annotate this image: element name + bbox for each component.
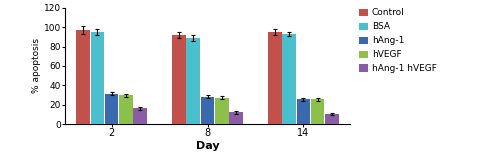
Bar (325, 114, 338, 124)
Y-axis label: % apoptosis: % apoptosis (32, 38, 41, 93)
Bar (200, 97, 214, 124)
Bar (134, 108, 147, 124)
Bar (296, 99, 310, 124)
Bar (311, 99, 324, 124)
Bar (90, 32, 104, 124)
Bar (268, 32, 281, 124)
Bar (282, 34, 296, 124)
Bar (119, 95, 132, 124)
Bar (215, 98, 228, 124)
Bar (229, 112, 243, 124)
Bar (105, 93, 118, 124)
Bar (186, 38, 200, 124)
Bar (172, 35, 186, 124)
X-axis label: Day: Day (196, 141, 220, 151)
Bar (76, 30, 90, 124)
Legend: Control, BSA, hAng-1, hVEGF, hAng-1 hVEGF: Control, BSA, hAng-1, hVEGF, hAng-1 hVEG… (358, 7, 438, 75)
